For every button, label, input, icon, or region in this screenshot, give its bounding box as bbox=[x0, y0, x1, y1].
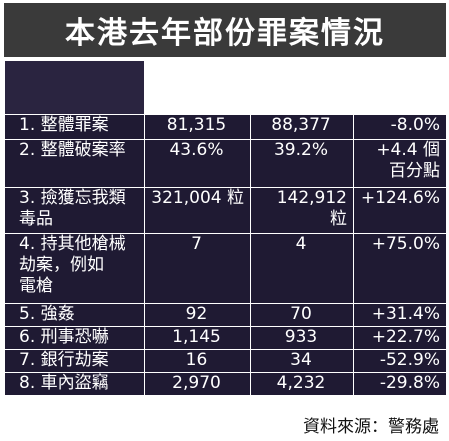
row-label: 4. 持其他槍械 劫案，例如 電槍 bbox=[4, 233, 145, 304]
value-2004: 321,004 粒 bbox=[144, 187, 251, 234]
table-row: 3. 撿獲忘我類 毒品 321,004 粒 142,912 粒 +124.6% bbox=[4, 187, 447, 234]
table-row: 6. 刑事恐嚇 1,145 933 +22.7% bbox=[4, 326, 447, 350]
row-label: 6. 刑事恐嚇 bbox=[4, 326, 145, 350]
value-change: +31.4% bbox=[353, 303, 447, 327]
table-row: 8. 車內盜竊 2,970 4,232 -29.8% bbox=[4, 372, 447, 396]
crime-table: 04 年 （宗） 03 年 （宗） 增減幅度 1. 整體罪案 81,315 88,3… bbox=[4, 60, 447, 396]
value-change: +124.6% bbox=[353, 187, 447, 234]
value-2003: 142,912 粒 bbox=[250, 187, 354, 234]
value-2004: 7 bbox=[144, 233, 251, 304]
header-2004: 04 年 （宗） bbox=[144, 60, 251, 115]
header-2003-unit: （宗） bbox=[276, 85, 328, 105]
value-change: -52.9% bbox=[353, 349, 447, 373]
value-2003: 933 bbox=[250, 326, 354, 350]
value-change: +22.7% bbox=[353, 326, 447, 350]
header-2003: 03 年 （宗） bbox=[250, 60, 354, 115]
table-header: 04 年 （宗） 03 年 （宗） 增減幅度 bbox=[4, 60, 447, 115]
page-title: 本港去年部份罪案情況 bbox=[65, 16, 385, 51]
value-2004: 1,145 bbox=[144, 326, 251, 350]
title-bar: 本港去年部份罪案情況 bbox=[4, 3, 446, 57]
value-2003: 34 bbox=[250, 349, 354, 373]
header-2004-unit: （宗） bbox=[172, 85, 223, 105]
header-blank-cell bbox=[4, 60, 145, 115]
row-label: 2. 整體破案率 bbox=[4, 139, 145, 188]
value-2004: 2,970 bbox=[144, 372, 251, 396]
table-row: 4. 持其他槍械 劫案，例如 電槍 7 4 +75.0% bbox=[4, 233, 447, 304]
value-change: +75.0% bbox=[353, 233, 447, 304]
row-label: 7. 銀行劫案 bbox=[4, 349, 145, 373]
table-row: 1. 整體罪案 81,315 88,377 -8.0% bbox=[4, 114, 447, 140]
row-label: 1. 整體罪案 bbox=[4, 114, 145, 140]
value-2003: 88,377 bbox=[250, 114, 354, 140]
table-row: 5. 強姦 92 70 +31.4% bbox=[4, 303, 447, 327]
header-2004-year: 04 年 bbox=[175, 64, 220, 84]
table-row: 2. 整體破案率 43.6% 39.2% +4.4 個百分點 bbox=[4, 139, 447, 188]
row-label: 3. 撿獲忘我類 毒品 bbox=[4, 187, 145, 234]
value-change: -29.8% bbox=[353, 372, 447, 396]
value-2004: 16 bbox=[144, 349, 251, 373]
header-change: 增減幅度 bbox=[353, 60, 447, 115]
value-2003: 4,232 bbox=[250, 372, 354, 396]
value-2004: 92 bbox=[144, 303, 251, 327]
row-label: 8. 車內盜竊 bbox=[4, 372, 145, 396]
row-label: 5. 強姦 bbox=[4, 303, 145, 327]
table-row: 7. 銀行劫案 16 34 -52.9% bbox=[4, 349, 447, 373]
value-2003: 70 bbox=[250, 303, 354, 327]
value-2003: 39.2% bbox=[250, 139, 354, 188]
value-2004: 43.6% bbox=[144, 139, 251, 188]
value-change: +4.4 個百分點 bbox=[353, 139, 447, 188]
value-change: -8.0% bbox=[353, 114, 447, 140]
header-2003-year: 03 年 bbox=[279, 64, 325, 84]
source-note: 資料來源：警務處 bbox=[303, 417, 439, 437]
value-2004: 81,315 bbox=[144, 114, 251, 140]
value-2003: 4 bbox=[250, 233, 354, 304]
